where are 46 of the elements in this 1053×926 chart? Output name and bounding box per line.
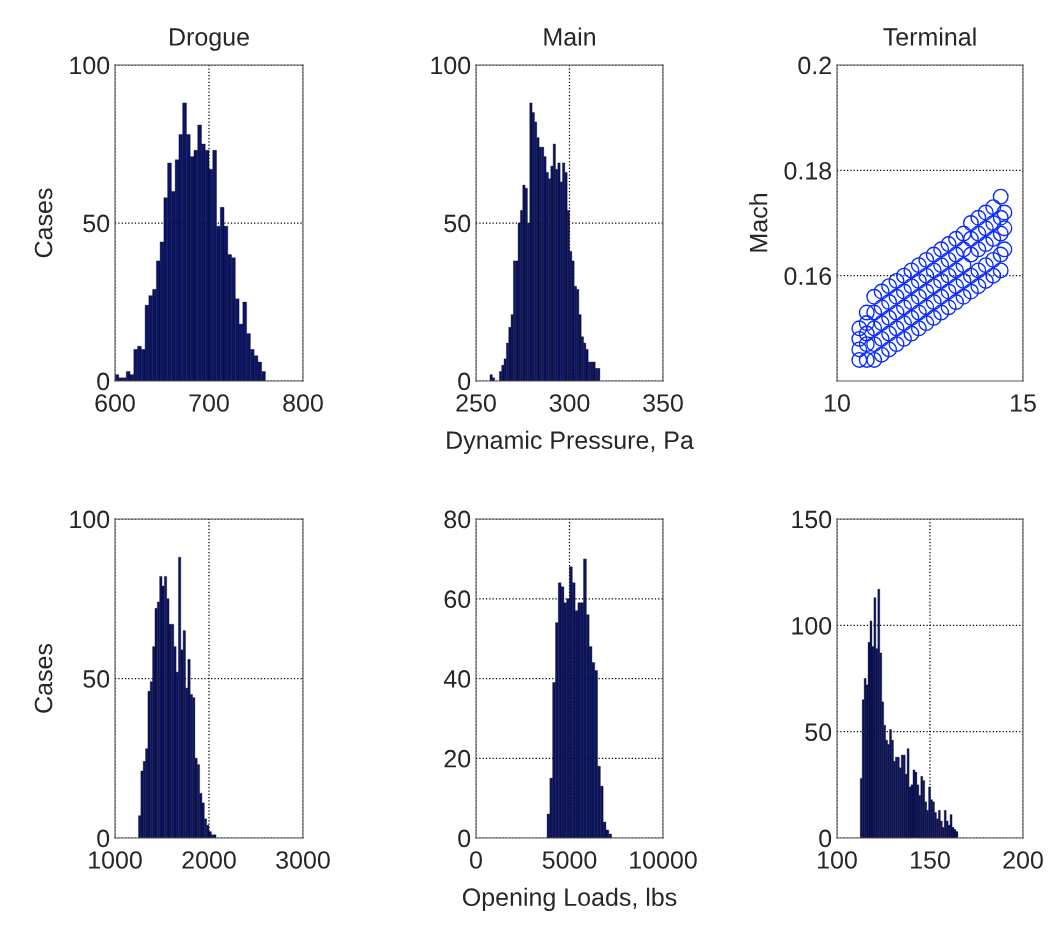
y-axis-title: Cases <box>34 188 53 258</box>
y-tick-label: 0 <box>819 829 832 848</box>
chart-title: Drogue <box>170 28 249 51</box>
y-tick-label: 80 <box>444 510 471 529</box>
x-tick-label: 700 <box>189 394 229 412</box>
y-tick-label: 100 <box>70 56 110 75</box>
x-tick-label: 600 <box>95 394 135 412</box>
x-tick-label: 300 <box>549 394 590 412</box>
chart-title: Terminal <box>883 27 976 46</box>
y-tick-label: 50 <box>805 723 832 741</box>
y-tick-label: 50 <box>83 670 110 688</box>
x-tick-label: 3000 <box>276 851 330 869</box>
y-tick-label: 0 <box>458 829 471 848</box>
x-tick-label: 250 <box>456 394 496 412</box>
chart-title: Main <box>544 27 595 46</box>
y-tick-label: 50 <box>444 214 471 233</box>
x-tick-label: 200 <box>1003 851 1043 869</box>
y-tick-label: 40 <box>443 670 471 688</box>
x-tick-label: 100 <box>818 851 857 869</box>
x-tick-label: 800 <box>283 394 323 412</box>
x-tick-label: 0 <box>470 851 482 869</box>
y-tick-label: 50 <box>83 214 110 233</box>
y-tick-label: 0.18 <box>784 161 832 180</box>
x-tick-label: 10 <box>825 394 850 412</box>
x-tick-label: 350 <box>643 394 683 412</box>
y-tick-label: 20 <box>444 749 471 768</box>
x-tick-label: 15 <box>1011 394 1036 412</box>
x-tick-label: 2000 <box>182 851 236 869</box>
y-tick-label: 100 <box>70 510 110 529</box>
y-tick-label: 0.2 <box>798 56 831 75</box>
y-axis-title: Cases <box>34 643 53 713</box>
x-tick-label: 1000 <box>89 851 142 869</box>
x-tick-label: 150 <box>911 851 950 869</box>
x-axis-title: Opening Loads, lbs <box>462 887 677 911</box>
y-axis-title: Mach <box>749 194 768 252</box>
y-tick-label: 100 <box>431 56 471 75</box>
y-tick-label: 0 <box>97 372 110 391</box>
y-tick-label: 60 <box>444 590 471 609</box>
x-axis-title: Dynamic Pressure, Pa <box>447 430 694 454</box>
y-tick-label: 0.16 <box>784 267 832 285</box>
x-tick-label: 10000 <box>630 851 697 869</box>
y-tick-label: 0 <box>458 372 471 391</box>
y-tick-label: 150 <box>792 510 832 529</box>
y-tick-label: 100 <box>792 616 832 635</box>
y-tick-label: 0 <box>97 829 110 848</box>
x-tick-label: 5000 <box>542 851 597 869</box>
